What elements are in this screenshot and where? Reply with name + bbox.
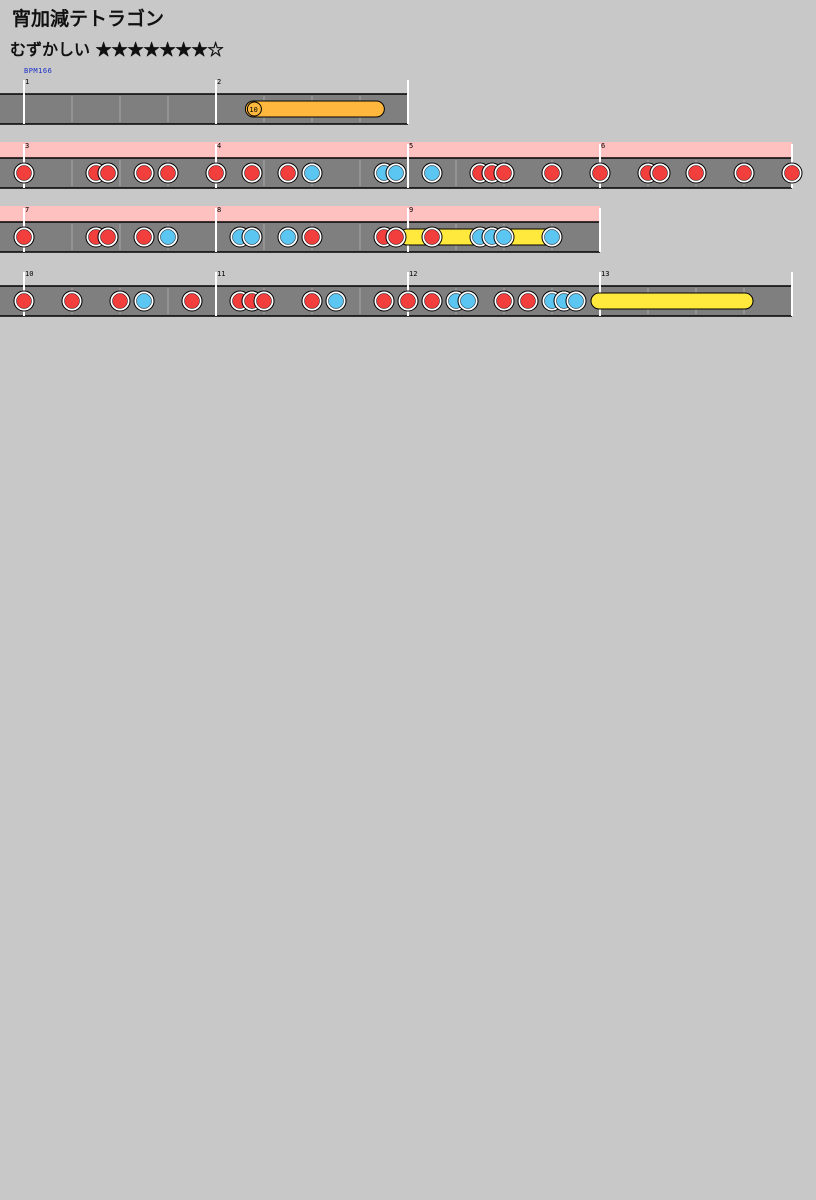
measure-number: 7 bbox=[25, 206, 29, 214]
measure-number: 9 bbox=[409, 206, 413, 214]
ka-note bbox=[280, 229, 296, 245]
don-note bbox=[520, 293, 536, 309]
don-note bbox=[244, 165, 260, 181]
difficulty-line: むずかしい ★★★★★★★☆ bbox=[10, 36, 224, 60]
measure-number: 2 bbox=[217, 78, 221, 86]
measure-number: 1 bbox=[25, 78, 29, 86]
ka-note bbox=[544, 229, 560, 245]
don-note bbox=[112, 293, 128, 309]
measure-number: 5 bbox=[409, 142, 413, 150]
don-note bbox=[184, 293, 200, 309]
measure-number: 4 bbox=[217, 142, 221, 150]
don-note bbox=[256, 293, 272, 309]
measure-number: 13 bbox=[601, 270, 609, 278]
don-note bbox=[136, 229, 152, 245]
measure-number: 10 bbox=[25, 270, 33, 278]
don-note bbox=[544, 165, 560, 181]
don-note bbox=[496, 165, 512, 181]
don-note bbox=[16, 293, 32, 309]
don-note bbox=[304, 229, 320, 245]
don-note bbox=[784, 165, 800, 181]
measure-number: 11 bbox=[217, 270, 225, 278]
don-note bbox=[304, 293, 320, 309]
ka-note bbox=[244, 229, 260, 245]
don-note bbox=[688, 165, 704, 181]
measure-number: 6 bbox=[601, 142, 605, 150]
gogo-band bbox=[0, 206, 600, 224]
ka-note bbox=[460, 293, 476, 309]
don-note bbox=[100, 229, 116, 245]
bpm-label: BPM166 bbox=[24, 67, 53, 75]
ka-note bbox=[328, 293, 344, 309]
don-note bbox=[736, 165, 752, 181]
measure-number: 12 bbox=[409, 270, 417, 278]
ka-note bbox=[496, 229, 512, 245]
ka-note bbox=[424, 165, 440, 181]
don-note bbox=[424, 293, 440, 309]
gogo-band bbox=[0, 142, 792, 160]
don-note bbox=[16, 165, 32, 181]
measure-number: 3 bbox=[25, 142, 29, 150]
ka-note bbox=[136, 293, 152, 309]
don-note bbox=[280, 165, 296, 181]
don-note bbox=[400, 293, 416, 309]
don-note bbox=[388, 229, 404, 245]
don-note bbox=[100, 165, 116, 181]
don-note bbox=[496, 293, 512, 309]
don-note bbox=[376, 293, 392, 309]
don-note bbox=[64, 293, 80, 309]
ka-note bbox=[304, 165, 320, 181]
difficulty-stars: ★★★★★★★☆ bbox=[95, 40, 224, 59]
song-title: 宵加減テトラゴン bbox=[12, 8, 165, 30]
drumroll-note bbox=[590, 292, 754, 310]
don-note bbox=[652, 165, 668, 181]
ka-note bbox=[388, 165, 404, 181]
ka-note bbox=[160, 229, 176, 245]
ka-note bbox=[568, 293, 584, 309]
don-note bbox=[208, 165, 224, 181]
balloon-head bbox=[246, 101, 262, 117]
don-note bbox=[424, 229, 440, 245]
balloon-note bbox=[244, 100, 385, 118]
difficulty-label: むずかしい bbox=[10, 40, 91, 59]
don-note bbox=[136, 165, 152, 181]
balloon-count: 10 bbox=[249, 106, 257, 114]
don-note bbox=[160, 165, 176, 181]
don-note bbox=[16, 229, 32, 245]
measure-number: 8 bbox=[217, 206, 221, 214]
don-note bbox=[592, 165, 608, 181]
